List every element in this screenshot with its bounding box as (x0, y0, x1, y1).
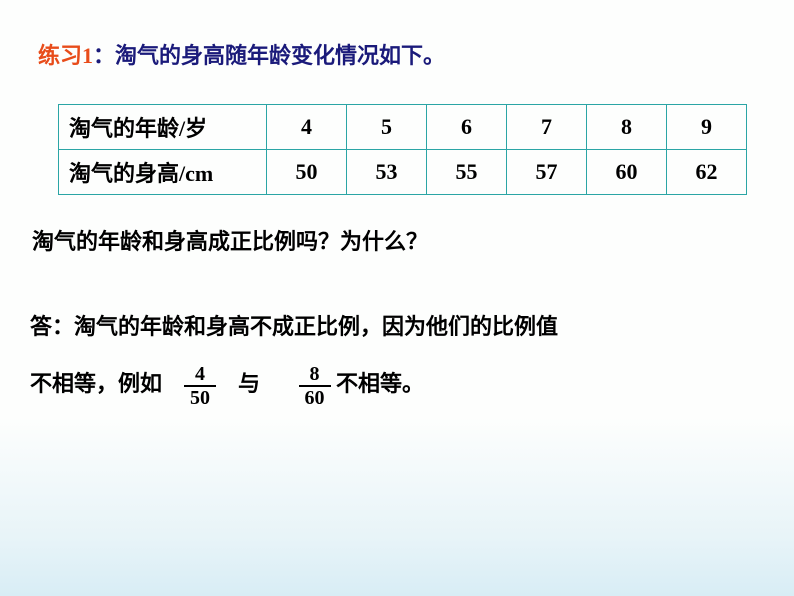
row-label-height: 淘气的身高/cm (59, 150, 267, 195)
fraction-2-num: 8 (299, 363, 331, 387)
table-cell: 50 (267, 150, 347, 195)
exercise-header: 练习1：淘气的身高随年龄变化情况如下。 (38, 38, 445, 70)
data-table: 淘气的年龄/岁 4 5 6 7 8 9 淘气的身高/cm 50 53 55 57… (58, 104, 747, 195)
exercise-intro: 淘气的身高随年龄变化情况如下。 (115, 43, 445, 68)
fraction-2-den: 60 (299, 387, 331, 409)
table-cell: 57 (507, 150, 587, 195)
table-cell: 62 (667, 150, 747, 195)
exercise-colon: ： (93, 43, 115, 68)
question-text: 淘气的年龄和身高成正比例吗？为什么？ (32, 224, 428, 256)
answer-prefix: 答：淘气的年龄和身高不成正比例，因为他们的比例值 (30, 314, 558, 339)
fraction-1-num: 4 (184, 363, 216, 387)
table-row: 淘气的年龄/岁 4 5 6 7 8 9 (59, 105, 747, 150)
answer-line2b: 不相等。 (336, 371, 424, 396)
table-cell: 53 (347, 150, 427, 195)
table-cell: 60 (587, 150, 667, 195)
exercise-label: 练习1 (38, 43, 93, 68)
table-cell: 9 (667, 105, 747, 150)
table-row: 淘气的身高/cm 50 53 55 57 60 62 (59, 150, 747, 195)
row-label-age: 淘气的年龄/岁 (59, 105, 267, 150)
fraction-1: 4 50 (184, 363, 216, 409)
table-cell: 4 (267, 105, 347, 150)
table-cell: 5 (347, 105, 427, 150)
answer-line2a: 不相等，例如 (30, 371, 162, 396)
fraction-2: 8 60 (299, 363, 331, 409)
table-cell: 8 (587, 105, 667, 150)
table-cell: 6 (427, 105, 507, 150)
answer-block: 答：淘气的年龄和身高不成正比例，因为他们的比例值 不相等，例如 4 50 与 8… (30, 298, 760, 412)
table-cell: 55 (427, 150, 507, 195)
answer-mid: 与 (238, 371, 260, 396)
fraction-1-den: 50 (184, 387, 216, 409)
table-cell: 7 (507, 105, 587, 150)
